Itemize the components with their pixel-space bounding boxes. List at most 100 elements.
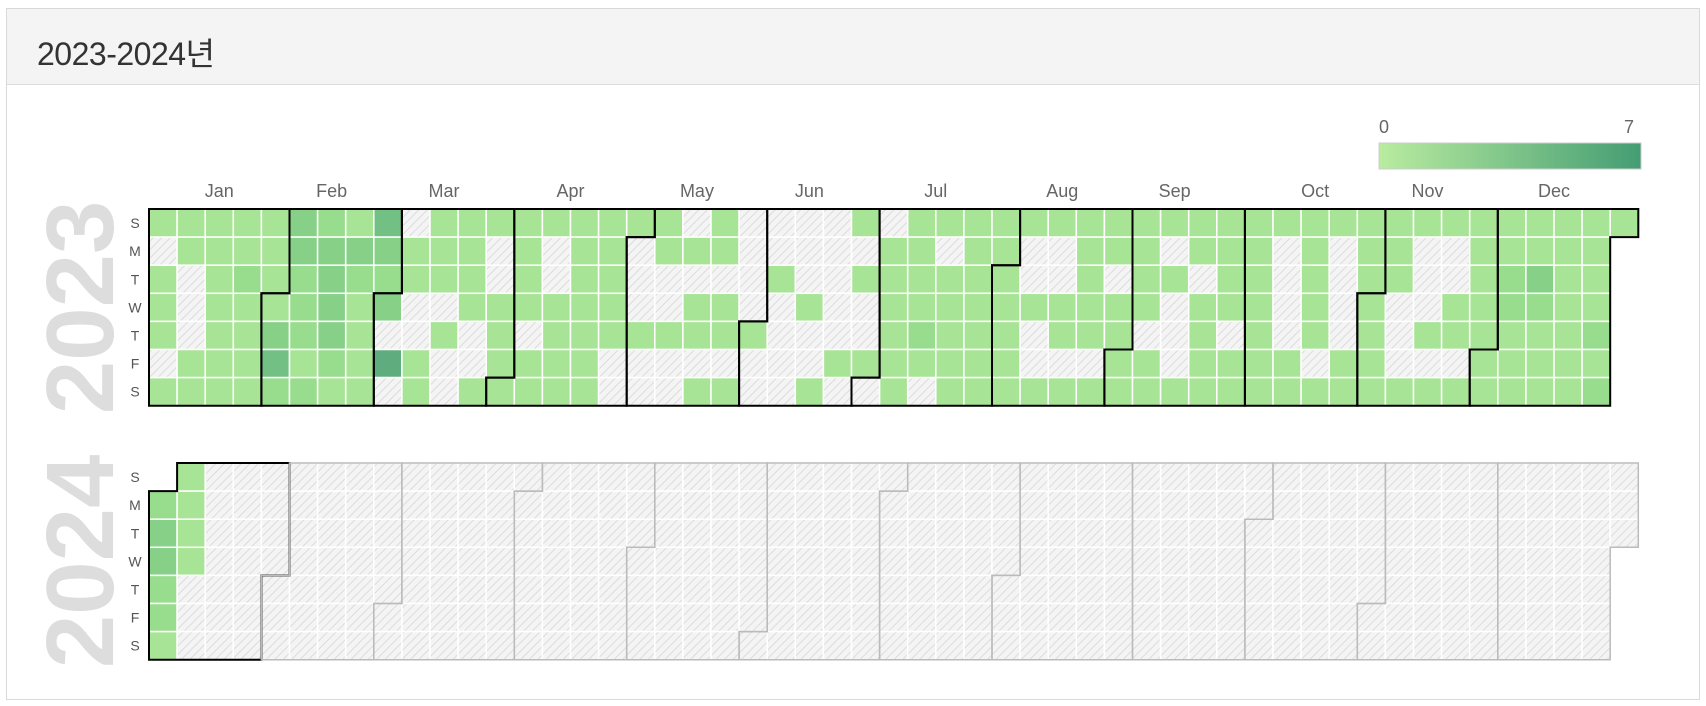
day-cell[interactable] <box>569 376 600 407</box>
day-cell[interactable] <box>1131 574 1162 605</box>
day-cell[interactable] <box>1384 208 1415 238</box>
day-cell[interactable] <box>597 462 628 492</box>
day-cell[interactable] <box>1609 462 1640 492</box>
day-cell[interactable] <box>485 264 516 295</box>
day-cell[interactable] <box>260 518 291 549</box>
day-cell[interactable] <box>1356 292 1387 323</box>
day-cell[interactable] <box>1019 490 1049 520</box>
day-cell[interactable] <box>513 462 544 492</box>
day-cell[interactable] <box>232 546 263 577</box>
day-cell[interactable] <box>878 546 909 577</box>
day-cell[interactable] <box>738 518 768 549</box>
day-cell[interactable] <box>204 292 235 323</box>
day-cell[interactable] <box>1019 462 1049 492</box>
day-cell[interactable] <box>1468 602 1499 633</box>
day-cell[interactable] <box>316 490 347 520</box>
day-cell[interactable] <box>260 376 291 407</box>
day-cell[interactable] <box>1553 208 1583 238</box>
day-cell[interactable] <box>541 264 572 295</box>
day-cell[interactable] <box>935 574 965 605</box>
day-cell[interactable] <box>1187 236 1218 266</box>
day-cell[interactable] <box>597 602 628 633</box>
day-cell[interactable] <box>1328 462 1359 492</box>
day-cell[interactable] <box>1356 574 1387 605</box>
day-cell[interactable] <box>485 208 516 238</box>
day-cell[interactable] <box>1187 208 1218 238</box>
day-cell[interactable] <box>541 574 572 605</box>
day-cell[interactable] <box>1468 630 1499 661</box>
day-cell[interactable] <box>148 208 178 238</box>
day-cell[interactable] <box>1244 490 1274 520</box>
day-cell[interactable] <box>1216 292 1246 323</box>
day-cell[interactable] <box>457 574 487 605</box>
day-cell[interactable] <box>1440 348 1471 379</box>
day-cell[interactable] <box>429 630 459 661</box>
day-cell[interactable] <box>597 320 628 351</box>
day-cell[interactable] <box>429 376 459 407</box>
day-cell[interactable] <box>569 602 600 633</box>
day-cell[interactable] <box>935 264 965 295</box>
day-cell[interactable] <box>1497 602 1527 633</box>
day-cell[interactable] <box>1553 264 1583 295</box>
day-cell[interactable] <box>1468 264 1499 295</box>
day-cell[interactable] <box>569 208 600 238</box>
day-cell[interactable] <box>569 292 600 323</box>
day-cell[interactable] <box>597 376 628 407</box>
day-cell[interactable] <box>878 462 909 492</box>
day-cell[interactable] <box>625 490 656 520</box>
day-cell[interactable] <box>991 462 1021 492</box>
day-cell[interactable] <box>1553 602 1583 633</box>
day-cell[interactable] <box>1272 518 1302 549</box>
day-cell[interactable] <box>541 490 572 520</box>
day-cell[interactable] <box>1609 518 1640 549</box>
day-cell[interactable] <box>1019 264 1049 295</box>
day-cell[interactable] <box>766 602 797 633</box>
day-cell[interactable] <box>541 602 572 633</box>
day-cell[interactable] <box>766 376 797 407</box>
day-cell[interactable] <box>316 292 347 323</box>
day-cell[interactable] <box>485 630 516 661</box>
day-cell[interactable] <box>1497 348 1527 379</box>
day-cell[interactable] <box>850 208 881 238</box>
day-cell[interactable] <box>1187 264 1218 295</box>
day-cell[interactable] <box>906 320 937 351</box>
day-cell[interactable] <box>1300 546 1330 577</box>
day-cell[interactable] <box>429 462 459 492</box>
day-cell[interactable] <box>906 264 937 295</box>
day-cell[interactable] <box>1468 490 1499 520</box>
day-cell[interactable] <box>822 518 853 549</box>
day-cell[interactable] <box>316 602 347 633</box>
day-cell[interactable] <box>822 546 853 577</box>
day-cell[interactable] <box>260 208 291 238</box>
day-cell[interactable] <box>260 348 291 379</box>
day-cell[interactable] <box>1131 208 1162 238</box>
day-cell[interactable] <box>1609 208 1640 238</box>
day-cell[interactable] <box>1244 208 1274 238</box>
day-cell[interactable] <box>625 518 656 549</box>
day-cell[interactable] <box>541 236 572 266</box>
day-cell[interactable] <box>344 292 375 323</box>
day-cell[interactable] <box>1216 348 1246 379</box>
day-cell[interactable] <box>457 462 487 492</box>
day-cell[interactable] <box>429 574 459 605</box>
day-cell[interactable] <box>963 630 993 661</box>
day-cell[interactable] <box>176 546 206 577</box>
day-cell[interactable] <box>1159 376 1190 407</box>
day-cell[interactable] <box>541 320 572 351</box>
day-cell[interactable] <box>401 376 431 407</box>
day-cell[interactable] <box>710 518 740 549</box>
day-cell[interactable] <box>1497 320 1527 351</box>
day-cell[interactable] <box>1328 320 1359 351</box>
day-cell[interactable] <box>1019 348 1049 379</box>
day-cell[interactable] <box>1244 348 1274 379</box>
day-cell[interactable] <box>654 264 684 295</box>
day-cell[interactable] <box>288 376 319 407</box>
day-cell[interactable] <box>654 602 684 633</box>
day-cell[interactable] <box>485 518 516 549</box>
day-cell[interactable] <box>429 490 459 520</box>
day-cell[interactable] <box>1384 630 1415 661</box>
day-cell[interactable] <box>148 546 178 577</box>
day-cell[interactable] <box>710 602 740 633</box>
day-cell[interactable] <box>597 264 628 295</box>
day-cell[interactable] <box>963 264 993 295</box>
